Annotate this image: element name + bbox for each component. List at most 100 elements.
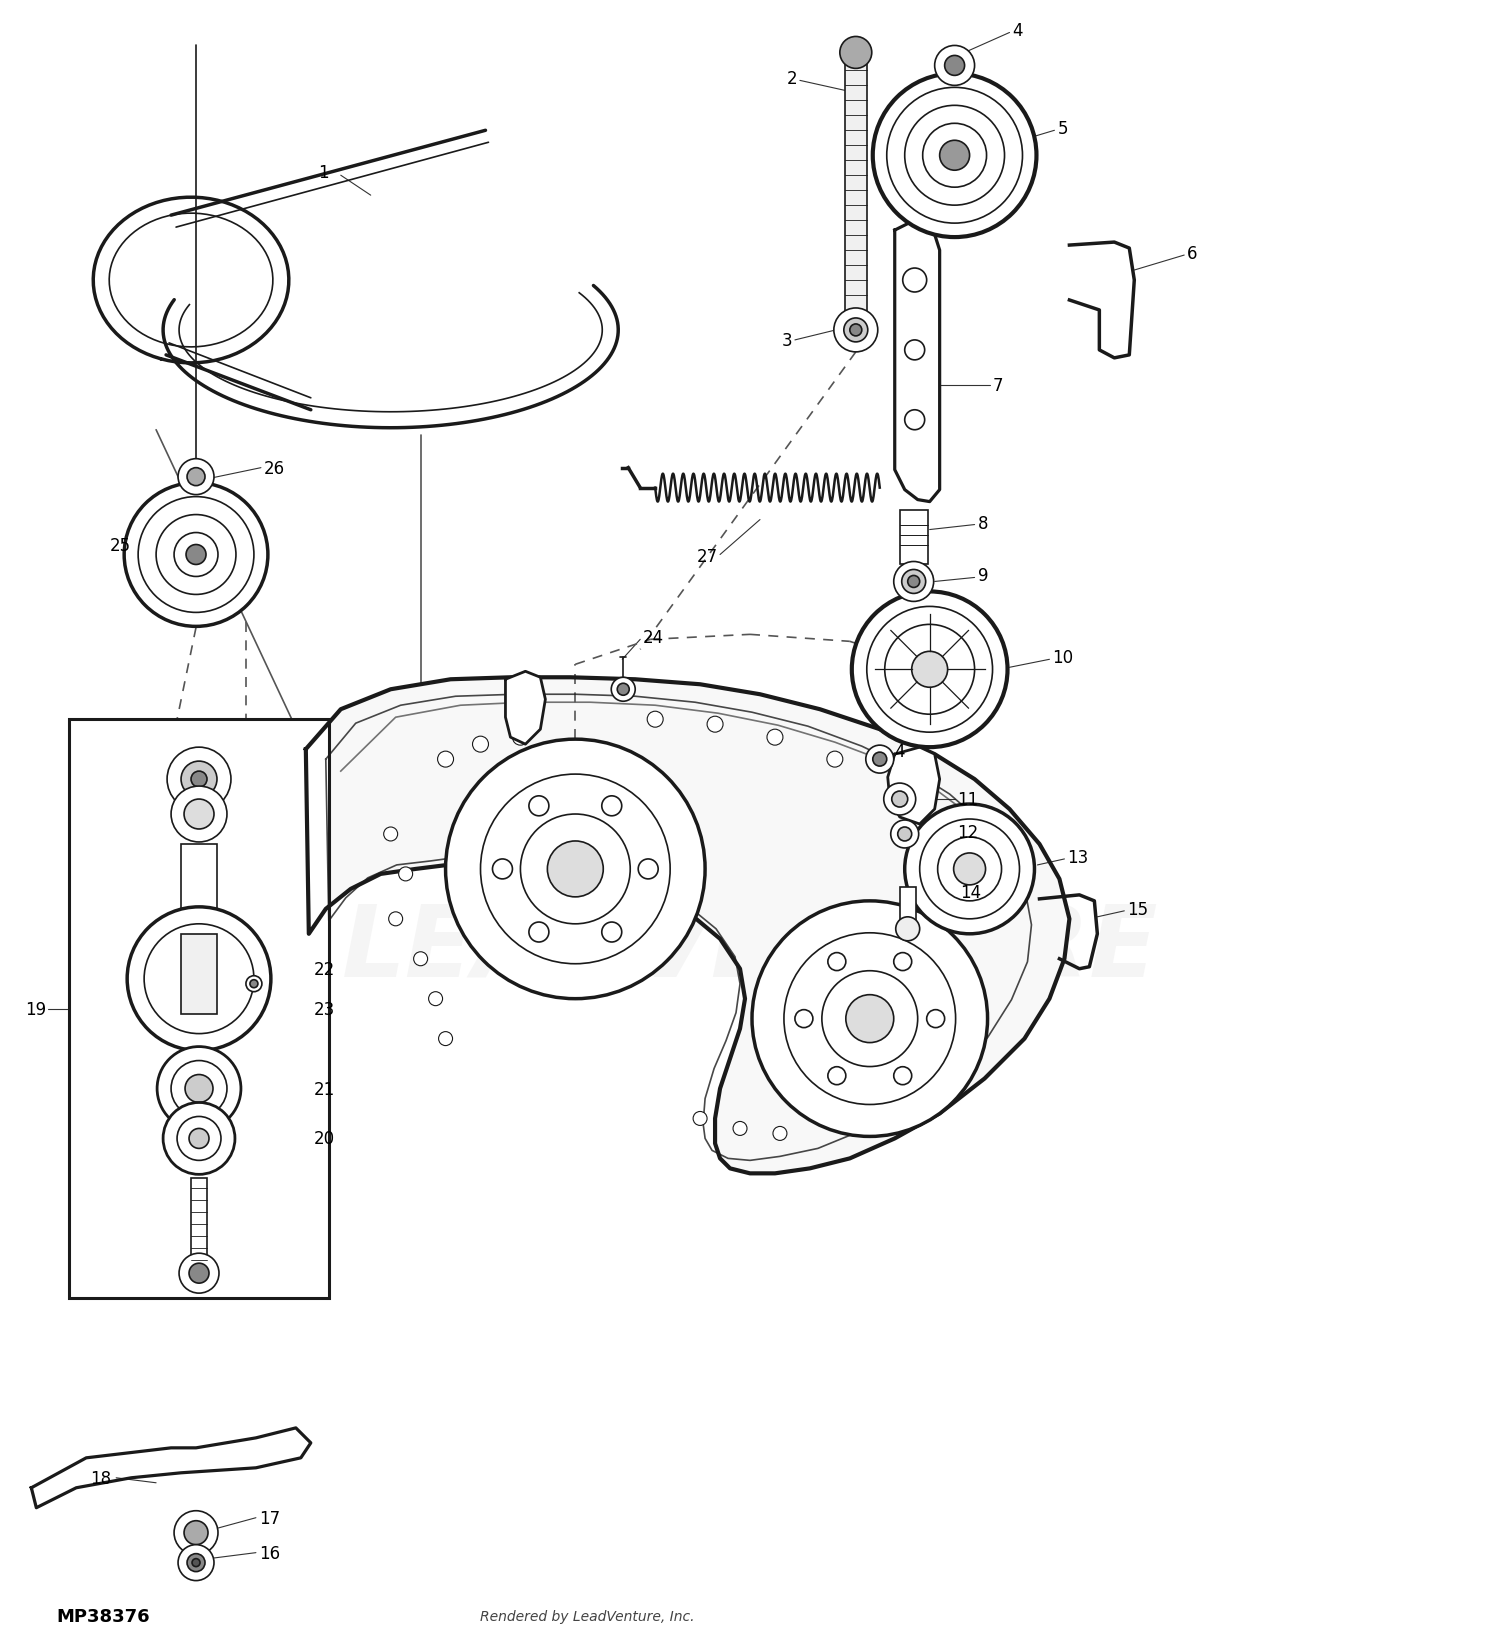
Circle shape xyxy=(178,1254,219,1294)
Circle shape xyxy=(438,1032,453,1046)
Polygon shape xyxy=(32,1429,310,1508)
Circle shape xyxy=(706,717,723,733)
Circle shape xyxy=(840,38,872,69)
Circle shape xyxy=(827,751,843,768)
Bar xyxy=(900,511,927,565)
Circle shape xyxy=(867,606,993,733)
Bar xyxy=(182,844,218,910)
Circle shape xyxy=(904,804,1035,934)
Circle shape xyxy=(480,775,670,964)
Bar xyxy=(182,934,218,1014)
Circle shape xyxy=(885,625,975,715)
Circle shape xyxy=(784,933,956,1104)
Circle shape xyxy=(772,1127,788,1140)
Circle shape xyxy=(828,1066,846,1084)
Circle shape xyxy=(865,745,894,773)
Polygon shape xyxy=(506,672,546,745)
Circle shape xyxy=(174,1511,217,1554)
Circle shape xyxy=(513,730,528,745)
Circle shape xyxy=(922,124,987,188)
Text: 22: 22 xyxy=(314,961,334,979)
Circle shape xyxy=(873,753,886,766)
Circle shape xyxy=(446,740,705,999)
Circle shape xyxy=(530,796,549,816)
Circle shape xyxy=(616,684,628,695)
Circle shape xyxy=(934,46,975,86)
Circle shape xyxy=(166,748,231,811)
Circle shape xyxy=(251,981,258,989)
Circle shape xyxy=(920,819,1020,920)
Circle shape xyxy=(852,592,1008,748)
Text: MP38376: MP38376 xyxy=(57,1607,150,1625)
Text: 23: 23 xyxy=(314,1000,334,1018)
Circle shape xyxy=(178,1544,214,1580)
Circle shape xyxy=(192,1559,200,1567)
Circle shape xyxy=(602,923,621,943)
Circle shape xyxy=(138,498,254,613)
Circle shape xyxy=(844,318,868,343)
Text: 17: 17 xyxy=(260,1510,280,1526)
Circle shape xyxy=(178,460,214,496)
Text: 15: 15 xyxy=(1128,900,1149,918)
Bar xyxy=(900,887,915,929)
Bar xyxy=(69,720,328,1299)
Text: 4: 4 xyxy=(894,743,904,761)
Circle shape xyxy=(939,142,969,171)
Circle shape xyxy=(602,796,621,816)
Text: 8: 8 xyxy=(978,514,988,532)
Circle shape xyxy=(904,105,1005,206)
Circle shape xyxy=(933,933,946,946)
Circle shape xyxy=(156,516,236,595)
Circle shape xyxy=(171,786,226,842)
Circle shape xyxy=(894,953,912,971)
Circle shape xyxy=(954,854,986,885)
Circle shape xyxy=(945,56,964,76)
Circle shape xyxy=(693,1112,706,1126)
Circle shape xyxy=(891,791,908,808)
Circle shape xyxy=(246,976,262,992)
Circle shape xyxy=(903,1065,916,1078)
Text: 11: 11 xyxy=(957,791,980,809)
Circle shape xyxy=(886,89,1023,224)
Bar xyxy=(190,1178,207,1269)
Circle shape xyxy=(938,837,1002,901)
Polygon shape xyxy=(306,677,1070,1173)
Circle shape xyxy=(188,1554,206,1572)
Polygon shape xyxy=(888,748,939,824)
Circle shape xyxy=(927,1010,945,1028)
Circle shape xyxy=(902,570,926,593)
Circle shape xyxy=(492,859,513,880)
Circle shape xyxy=(189,1129,209,1149)
Text: 9: 9 xyxy=(978,567,988,585)
Circle shape xyxy=(438,751,453,768)
Circle shape xyxy=(904,341,924,361)
Text: LEADVENTURE: LEADVENTURE xyxy=(342,901,1158,997)
Circle shape xyxy=(186,545,206,565)
Circle shape xyxy=(948,997,962,1010)
Circle shape xyxy=(184,1521,209,1544)
Circle shape xyxy=(891,821,918,849)
Circle shape xyxy=(384,827,398,842)
Circle shape xyxy=(548,842,603,897)
Text: 7: 7 xyxy=(993,377,1004,394)
Circle shape xyxy=(766,730,783,745)
Text: Rendered by LeadVenture, Inc.: Rendered by LeadVenture, Inc. xyxy=(480,1608,694,1623)
Circle shape xyxy=(530,923,549,943)
Circle shape xyxy=(897,827,912,842)
Circle shape xyxy=(429,992,442,1005)
Circle shape xyxy=(164,1103,236,1175)
Circle shape xyxy=(752,901,987,1137)
Text: 21: 21 xyxy=(314,1079,334,1098)
Circle shape xyxy=(177,1117,220,1160)
Text: 14: 14 xyxy=(960,883,981,901)
Polygon shape xyxy=(894,221,939,503)
Circle shape xyxy=(908,577,920,588)
Text: 4: 4 xyxy=(1013,23,1023,41)
Circle shape xyxy=(128,908,272,1051)
Circle shape xyxy=(184,1074,213,1103)
Circle shape xyxy=(846,995,894,1043)
Circle shape xyxy=(822,971,918,1066)
Circle shape xyxy=(399,867,412,882)
Circle shape xyxy=(174,534,217,577)
Circle shape xyxy=(927,1032,942,1046)
